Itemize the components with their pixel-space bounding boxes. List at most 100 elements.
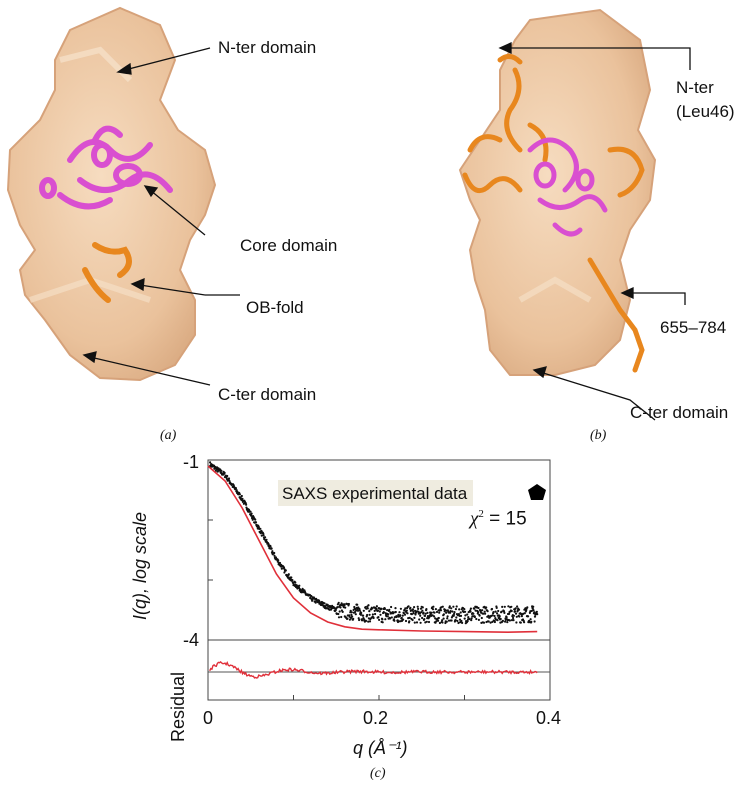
legend-label: SAXS experimental data	[282, 484, 468, 503]
data-point	[484, 612, 487, 615]
data-point	[384, 618, 387, 621]
data-point	[489, 621, 492, 624]
data-point	[424, 612, 427, 615]
data-point	[517, 608, 521, 611]
data-point	[493, 614, 496, 618]
data-point	[474, 609, 477, 612]
data-point	[368, 620, 372, 623]
data-point	[535, 610, 538, 613]
data-point	[433, 615, 436, 618]
data-point	[267, 543, 270, 546]
data-point	[439, 609, 443, 612]
data-point	[245, 503, 248, 506]
data-point	[415, 621, 419, 624]
data-point	[512, 619, 515, 622]
data-point	[379, 613, 382, 616]
data-point	[477, 611, 480, 614]
data-point	[407, 605, 410, 608]
data-point	[519, 621, 522, 624]
data-point	[336, 606, 339, 609]
data-point	[533, 620, 536, 623]
data-point	[491, 614, 494, 617]
data-point	[426, 611, 429, 614]
data-point	[459, 614, 463, 617]
data-point	[513, 610, 517, 613]
y-axis-label-main: I(q), log scale	[130, 511, 150, 620]
data-point	[227, 477, 231, 480]
data-point	[277, 559, 280, 562]
panel-b-structure	[458, 8, 691, 421]
data-point	[490, 607, 494, 611]
data-point	[512, 614, 515, 617]
data-point	[430, 611, 433, 614]
data-point	[520, 615, 523, 618]
data-point	[527, 615, 530, 618]
data-point	[498, 615, 501, 618]
data-point	[482, 612, 485, 615]
data-point	[220, 469, 223, 472]
data-point	[374, 612, 377, 616]
data-point	[431, 608, 435, 611]
data-point	[395, 615, 398, 618]
data-point	[470, 619, 473, 622]
data-point	[435, 620, 438, 623]
data-point	[507, 605, 510, 608]
data-point	[503, 605, 506, 608]
data-point	[343, 604, 346, 607]
data-point	[413, 606, 416, 609]
data-point	[495, 606, 498, 609]
data-point	[455, 605, 458, 608]
data-point	[371, 613, 374, 616]
data-point	[454, 608, 457, 611]
data-point	[400, 616, 403, 619]
data-point	[421, 616, 424, 620]
data-point	[399, 614, 402, 617]
data-point	[437, 619, 440, 622]
data-point	[454, 619, 457, 622]
data-point	[371, 607, 374, 610]
data-point	[435, 610, 439, 614]
data-point	[453, 611, 456, 614]
data-point	[238, 493, 241, 496]
y-tick-bottom: -4	[183, 630, 200, 650]
x-axis-label: q (Å⁻¹)	[353, 738, 408, 758]
data-point	[413, 621, 416, 624]
data-point	[402, 618, 405, 621]
data-point	[421, 606, 424, 609]
data-point	[406, 612, 409, 615]
legend-background	[278, 480, 473, 506]
data-point	[271, 550, 274, 553]
data-point	[477, 606, 480, 610]
data-point	[446, 617, 449, 620]
data-point	[445, 620, 448, 623]
data-point	[397, 613, 400, 616]
data-point	[404, 619, 408, 623]
orange-ribbons-b	[462, 54, 645, 373]
data-point	[240, 494, 243, 498]
data-point	[497, 609, 500, 613]
data-point	[450, 619, 453, 622]
data-point	[485, 606, 488, 609]
data-point	[249, 510, 252, 513]
data-point	[470, 617, 473, 620]
data-point	[350, 611, 353, 614]
data-point	[352, 608, 355, 612]
fit-line	[207, 465, 538, 634]
data-point	[506, 621, 509, 624]
data-point	[433, 611, 436, 614]
data-point	[340, 615, 343, 619]
data-point	[450, 607, 453, 610]
chi-symbol: χ	[470, 508, 479, 530]
data-point	[444, 621, 447, 625]
data-point	[368, 610, 371, 613]
data-point	[466, 613, 469, 616]
magenta-ribbons-b	[527, 137, 608, 237]
data-point	[457, 621, 460, 625]
data-point	[468, 617, 471, 621]
data-point	[250, 512, 253, 515]
data-point	[486, 610, 489, 613]
data-point	[501, 619, 504, 622]
data-point	[273, 551, 276, 555]
data-point	[411, 608, 415, 611]
data-point	[265, 538, 268, 541]
